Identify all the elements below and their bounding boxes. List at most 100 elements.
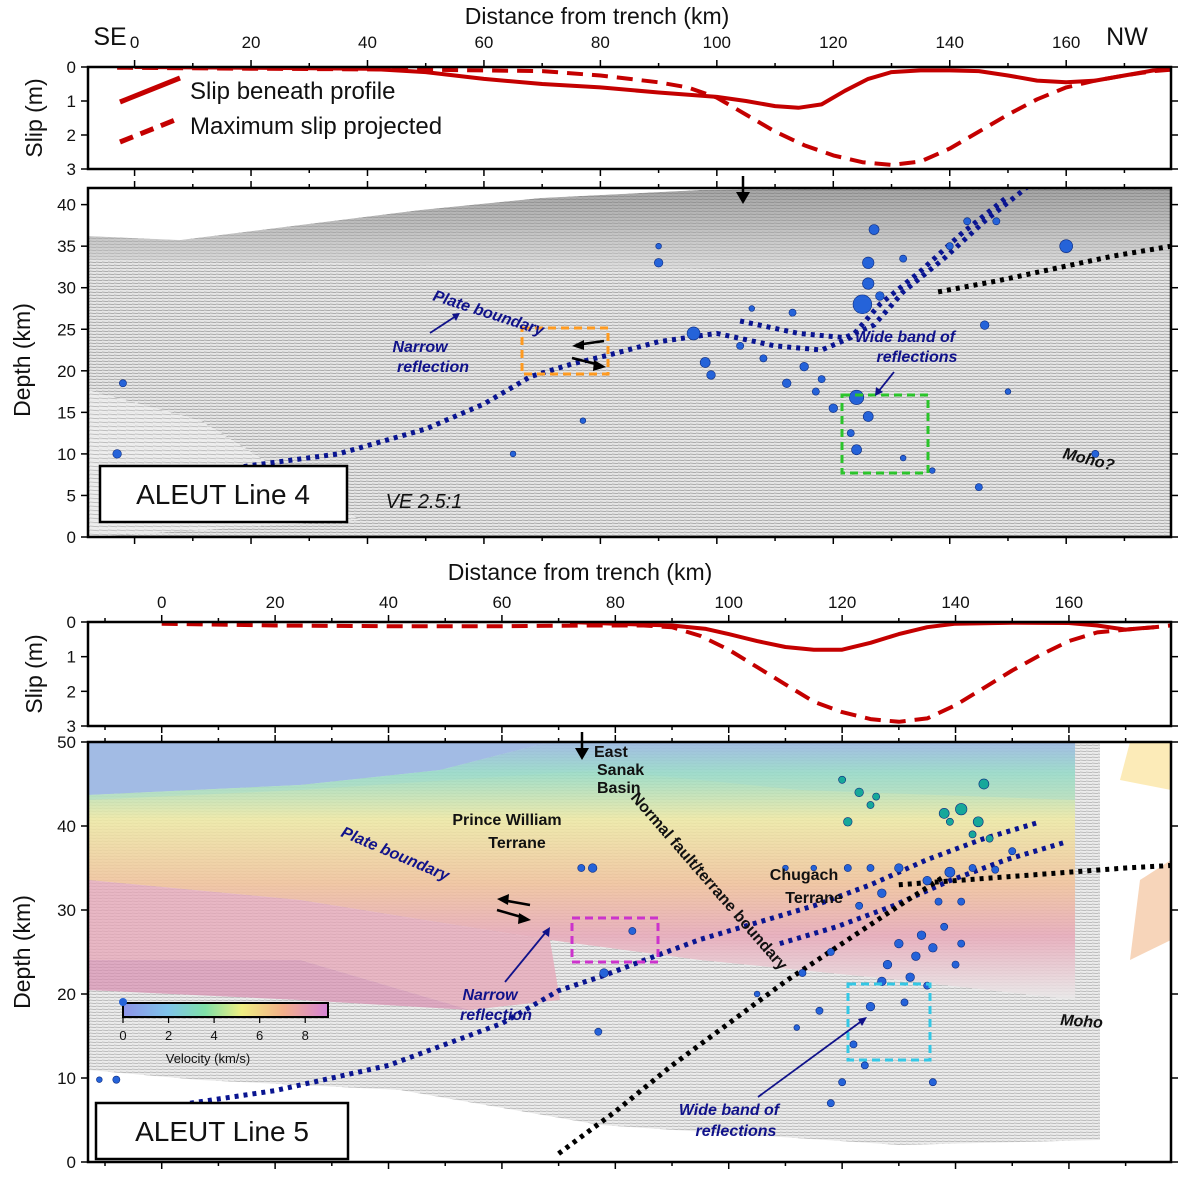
earthquake-marker bbox=[655, 242, 662, 250]
line4-wide-label-2: reflections bbox=[877, 349, 958, 366]
line4-wide-label-1: Wide band of bbox=[855, 329, 957, 346]
legend: Slip beneath profile Maximum slip projec… bbox=[119, 75, 442, 145]
earthquake-marker bbox=[865, 1001, 876, 1012]
earthquake-marker bbox=[899, 254, 908, 263]
earthquake-marker bbox=[1091, 450, 1100, 458]
x-tick-label: 60 bbox=[474, 33, 493, 52]
y-tick-label: 40 bbox=[57, 196, 76, 215]
x-tick-label: 100 bbox=[715, 593, 743, 612]
line5-x-ticks: 0 20 40 60 80 100 120 140 160 bbox=[104, 593, 1127, 733]
colorbar-tick-label: 0 bbox=[119, 1028, 126, 1043]
slip-line bbox=[134, 67, 1171, 110]
earthquake-marker bbox=[579, 417, 587, 424]
earthquake-marker bbox=[849, 1040, 858, 1049]
line4-title-box bbox=[98, 464, 349, 524]
line4-narrow-label-1: Narrow bbox=[392, 339, 449, 356]
earthquake-marker bbox=[793, 1024, 800, 1031]
earthquake-marker bbox=[509, 450, 517, 458]
reflection-band-line bbox=[739, 188, 1031, 341]
earthquake-marker bbox=[894, 863, 904, 873]
line5-earthquakes bbox=[96, 775, 1017, 1108]
line4-seismic-image bbox=[88, 188, 1171, 537]
line4-narrow-pointer-head bbox=[452, 313, 460, 321]
x-tick-label: 160 bbox=[1055, 593, 1083, 612]
earthquake-marker bbox=[1004, 388, 1012, 395]
earthquake-marker bbox=[894, 938, 904, 949]
earthquake-marker bbox=[957, 897, 966, 906]
earthquake-marker bbox=[974, 483, 983, 492]
basin-label-sanak: Sanak bbox=[597, 762, 644, 779]
colorbar-event-marker bbox=[119, 998, 127, 1006]
x-tick-label: 20 bbox=[242, 33, 261, 52]
earthquake-marker bbox=[928, 943, 938, 953]
earthquake-marker bbox=[788, 308, 797, 317]
earthquake-marker bbox=[900, 998, 909, 1007]
earthquake-marker bbox=[980, 320, 990, 330]
earthquake-marker bbox=[838, 1078, 847, 1087]
line4-trench-arrow bbox=[736, 176, 750, 204]
legend-solid-swatch bbox=[119, 75, 181, 105]
moho-line bbox=[898, 863, 1171, 888]
y-tick-label: 40 bbox=[57, 817, 76, 836]
earthquake-marker bbox=[753, 990, 761, 998]
earthquake-marker bbox=[972, 816, 984, 828]
earthquake-marker bbox=[653, 258, 664, 268]
x-tick-label: 80 bbox=[591, 33, 610, 52]
earthquake-marker bbox=[843, 864, 852, 872]
y-tick-label: 10 bbox=[57, 1069, 76, 1088]
corner-label-nw: NW bbox=[1106, 23, 1148, 51]
prince-william-label-1: Prince William bbox=[452, 812, 561, 829]
earthquake-marker bbox=[945, 817, 954, 826]
earthquake-marker bbox=[862, 411, 874, 422]
line4-narrow-label-2: reflection bbox=[397, 359, 469, 376]
y-tick-label: 1 bbox=[67, 92, 76, 111]
x-tick-label: 120 bbox=[828, 593, 856, 612]
colorbar-tick-label: 4 bbox=[210, 1028, 217, 1043]
earthquake-marker bbox=[828, 403, 838, 413]
line4-depth-axis-title: Depth (km) bbox=[9, 303, 35, 417]
line5-narrow-label-1: Narrow bbox=[462, 987, 519, 1004]
earthquake-marker bbox=[934, 897, 943, 906]
max-slip-line bbox=[117, 67, 1171, 167]
line5-slip-y-axis-title: Slip (m) bbox=[21, 634, 47, 713]
x-tick-label: 140 bbox=[941, 593, 969, 612]
line4-narrow-pointer bbox=[429, 315, 457, 334]
line5-moho-label: Moho bbox=[1060, 1012, 1104, 1032]
cyan-highlight-box bbox=[846, 982, 932, 1062]
y-tick-label: 3 bbox=[67, 160, 76, 179]
line5-velocity-image bbox=[88, 742, 1171, 1162]
earthquake-marker bbox=[1008, 847, 1017, 856]
earthquake-marker bbox=[628, 927, 637, 935]
basin-label-east: East bbox=[594, 744, 628, 761]
orange-highlight-box bbox=[520, 326, 610, 376]
line5-title: ALEUT Line 5 bbox=[135, 1116, 309, 1147]
earthquake-marker bbox=[1059, 239, 1073, 253]
x-tick-label: 100 bbox=[703, 33, 731, 52]
earthquake-marker bbox=[782, 378, 792, 388]
earthquake-marker bbox=[686, 326, 701, 341]
y-tick-label: 5 bbox=[67, 486, 76, 505]
earthquake-marker bbox=[985, 834, 994, 843]
earthquake-marker bbox=[112, 1075, 121, 1084]
earthquake-marker bbox=[940, 922, 949, 931]
y-tick-label: 2 bbox=[67, 126, 76, 145]
colorbar-tick-label: 8 bbox=[302, 1028, 309, 1043]
colorbar-title: Velocity (km/s) bbox=[166, 1051, 251, 1066]
x-tick-label: 0 bbox=[157, 593, 166, 612]
legend-item-max-slip: Maximum slip projected bbox=[190, 113, 442, 140]
earthquake-marker bbox=[706, 370, 716, 380]
line4-x-axis-title: Distance from trench (km) bbox=[465, 3, 730, 29]
chugach-label-1: Chugach bbox=[770, 867, 838, 884]
earthquake-marker bbox=[577, 864, 586, 872]
earthquake-marker bbox=[759, 354, 768, 363]
earthquake-marker bbox=[96, 1076, 103, 1083]
legend-dashed-swatch bbox=[119, 115, 181, 145]
earthquake-marker bbox=[882, 959, 893, 970]
line4-slip-y-axis-title: Slip (m) bbox=[21, 78, 47, 157]
y-tick-label: 0 bbox=[67, 613, 76, 632]
y-tick-label: 0 bbox=[67, 1153, 76, 1172]
max-slip-line bbox=[161, 622, 1171, 724]
x-tick-label: 40 bbox=[379, 593, 398, 612]
y-tick-label: 10 bbox=[57, 445, 76, 464]
y-tick-label: 1 bbox=[67, 648, 76, 667]
